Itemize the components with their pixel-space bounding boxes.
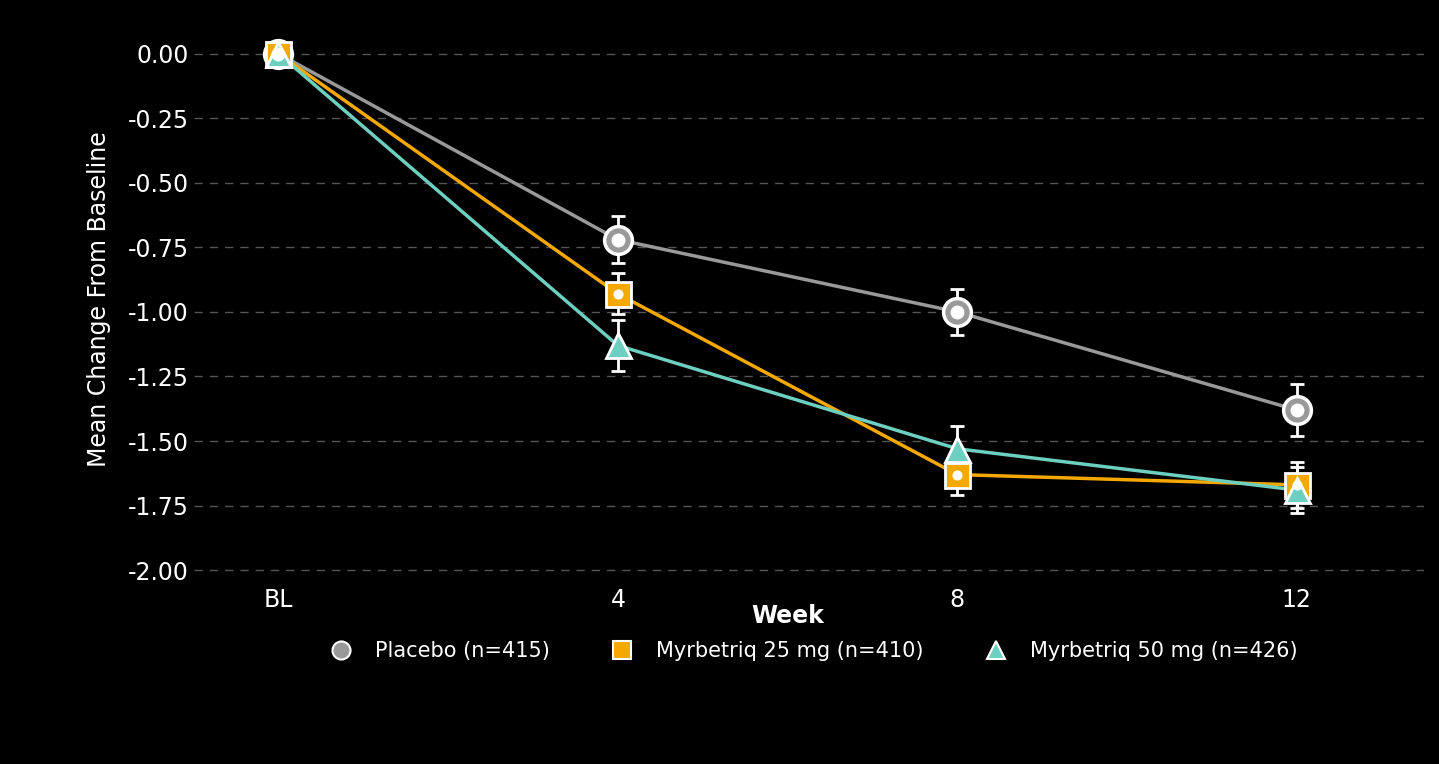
Legend: Placebo (n=415), Myrbetriq 25 mg (n=410), Myrbetriq 50 mg (n=426): Placebo (n=415), Myrbetriq 25 mg (n=410)… xyxy=(312,633,1305,669)
Text: Week: Week xyxy=(751,604,825,628)
Y-axis label: Mean Change From Baseline: Mean Change From Baseline xyxy=(86,131,111,467)
